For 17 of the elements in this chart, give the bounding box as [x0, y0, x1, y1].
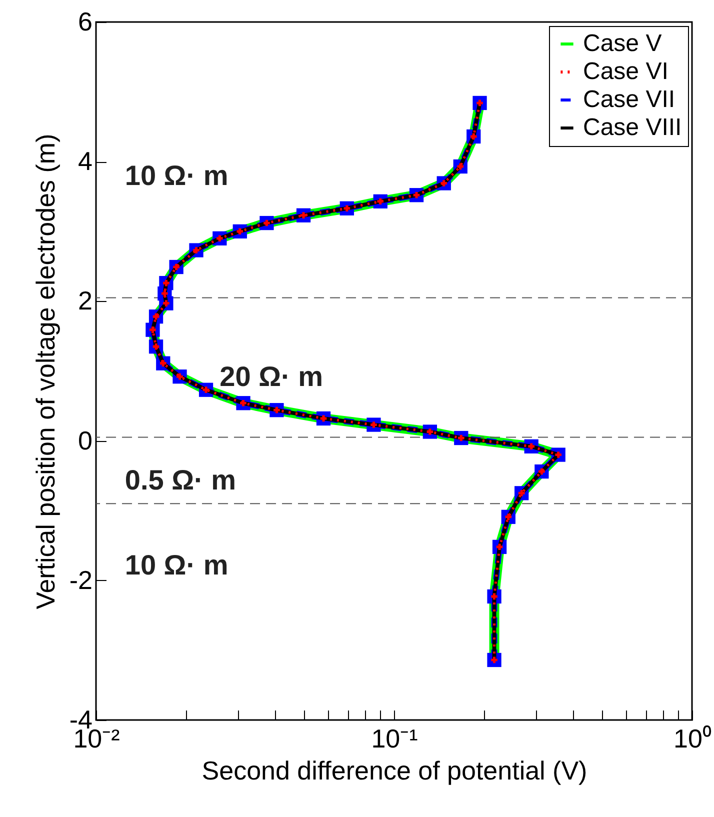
y-tick-label: 4 — [78, 146, 92, 176]
legend-label: Case V — [583, 30, 662, 57]
y-tick-label: 6 — [78, 6, 92, 36]
annotation: 10 Ω· m — [124, 160, 228, 191]
annotation: 0.5 Ω· m — [124, 464, 236, 496]
x-axis-title: Second difference of potential (V) — [202, 756, 588, 786]
x-tick-label: 10⁻¹ — [371, 724, 418, 754]
y-tick-label: 2 — [78, 286, 92, 316]
y-tick-label: 0 — [78, 425, 92, 456]
annotation: 20 Ω· m — [220, 360, 324, 392]
y-tick-label: -2 — [69, 564, 92, 595]
legend-label: Case VI — [583, 58, 668, 85]
legend-label: Case VII — [583, 86, 676, 113]
annotation: 10 Ω· m — [124, 549, 228, 580]
y-axis-title: Vertical position of voltage electrodes (m) — [30, 134, 60, 610]
x-tick-label: 10⁰ — [674, 724, 712, 754]
legend-label: Case VIII — [583, 114, 682, 141]
